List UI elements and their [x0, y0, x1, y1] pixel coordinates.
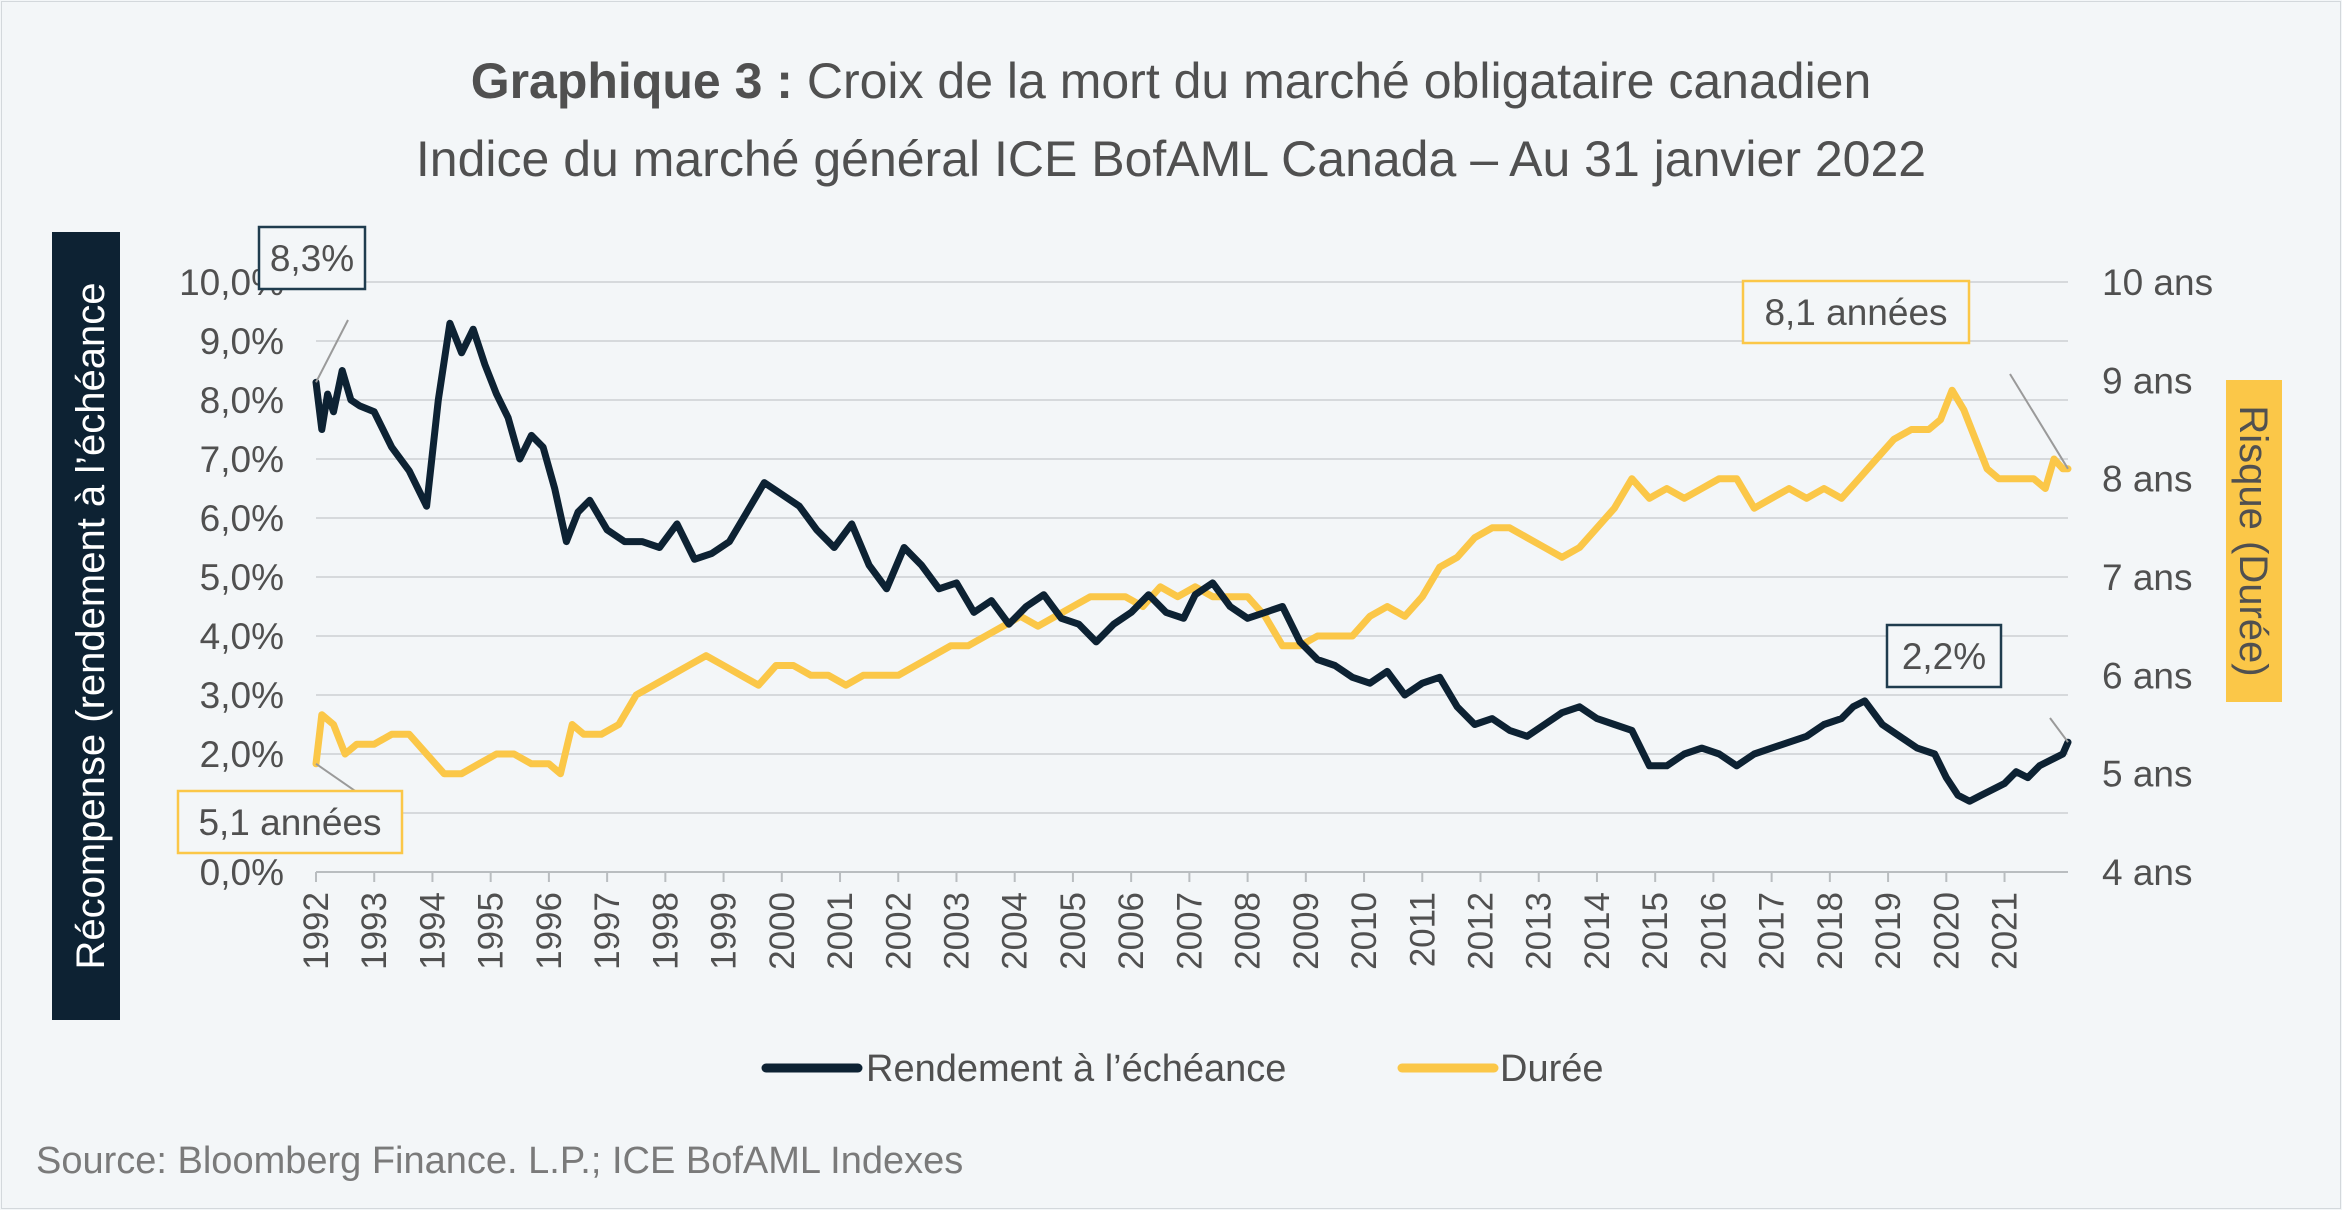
y-left-tick-label: 6,0%: [200, 498, 284, 539]
x-tick-label: 2008: [1229, 892, 1268, 970]
annotation-layer: 8,3% 5,1 années 8,1 années 2,2%: [176, 225, 2069, 855]
y-right-tick-label: 10 ans: [2102, 262, 2213, 303]
chart-subtitle: Indice du marché général ICE BofAML Cana…: [415, 131, 1927, 187]
y-right-tick-label: 4 ans: [2102, 852, 2193, 893]
x-tick-label: 1995: [472, 892, 511, 970]
legend-layer: Rendement à l’échéance Durée: [761, 1048, 1604, 1090]
axis-layer: 0,0%1,0%2,0%3,0%4,0%5,0%6,0%7,0%8,0%9,0%…: [52, 232, 2282, 1020]
legend-yield-label: Rendement à l’échéance: [866, 1048, 1286, 1090]
annotation-label: 5,1 années: [198, 802, 381, 843]
x-tick-label: 1999: [705, 892, 744, 970]
yield-series-line: [312, 319, 2072, 805]
annotation-box: [176, 789, 404, 855]
annotation-label: 8,1 années: [1764, 292, 1947, 333]
x-tick-label: 2005: [1054, 892, 1093, 970]
y-right-tick-label: 6 ans: [2102, 655, 2193, 696]
x-tick-label: 2021: [1986, 892, 2025, 970]
x-tick-label: 2017: [1753, 892, 1792, 970]
x-tick-label: 2013: [1520, 892, 1559, 970]
x-tick-label: 2019: [1869, 892, 1908, 970]
y-left-tick-label: 2,0%: [200, 734, 284, 775]
x-tick-label: 2014: [1578, 892, 1617, 970]
chart-title-label: Graphique 3 :: [470, 53, 793, 109]
y-left-tick-label: 0,0%: [200, 852, 284, 893]
x-tick-label: 2015: [1636, 892, 1675, 970]
x-tick-label: 1992: [297, 892, 336, 970]
y-left-title: Récompense (rendement à l’échéance: [69, 282, 113, 969]
source-note: Source: Bloomberg Finance. L.P.; ICE Bof…: [36, 1140, 964, 1182]
annotation-label: 2,2%: [1902, 636, 1986, 677]
annotation-leader: [315, 319, 349, 383]
annotation-box: [257, 225, 367, 291]
y-right-title-band: [2226, 380, 2282, 702]
x-tick-label: 2001: [821, 892, 860, 970]
x-tick-label: 1994: [413, 892, 452, 970]
x-tick-label: 1997: [588, 892, 627, 970]
grid-layer: [316, 281, 2068, 873]
y-left-tick-label: 3,0%: [200, 675, 284, 716]
y-right-tick-label: 7 ans: [2102, 557, 2193, 598]
x-tick-label: 2002: [879, 892, 918, 970]
x-tick-label: 2004: [996, 892, 1035, 970]
chart-title-text: Croix de la mort du marché obligataire c…: [792, 53, 1872, 109]
x-tick-label: 2000: [763, 892, 802, 970]
x-tick-label: 2006: [1112, 892, 1151, 970]
legend-duration-label: Durée: [1500, 1048, 1604, 1090]
x-tick-label: 1998: [646, 892, 685, 970]
y-left-tick-label: 7,0%: [200, 439, 284, 480]
x-tick-label: 2020: [1927, 892, 1966, 970]
annotation-label: 8,3%: [270, 238, 354, 279]
x-tick-label: 2007: [1170, 892, 1209, 970]
x-tick-label: 1996: [530, 892, 569, 970]
x-tick-label: 1993: [355, 892, 394, 970]
annotation-leader: [2009, 373, 2069, 470]
x-tick-label: 2003: [937, 892, 976, 970]
y-right-tick-label: 5 ans: [2102, 754, 2193, 795]
y-right-tick-label: 9 ans: [2102, 360, 2193, 401]
chart-title: Graphique 3 : Croix de la mort du marché…: [0, 52, 2342, 110]
y-right-tick-label: 8 ans: [2102, 459, 2193, 500]
annotation-leader: [2049, 717, 2069, 743]
y-left-tick-label: 5,0%: [200, 557, 284, 598]
x-tick-label: 2016: [1694, 892, 1733, 970]
x-tick-label: 2018: [1811, 892, 1850, 970]
y-left-tick-label: 8,0%: [200, 380, 284, 421]
duration-series-line: [312, 386, 2072, 778]
series-layer: [312, 319, 2072, 805]
annotation-box: [1885, 623, 2003, 689]
x-tick-label: 2009: [1287, 892, 1326, 970]
x-tick-label: 2012: [1462, 892, 1501, 970]
y-left-tick-label: 9,0%: [200, 321, 284, 362]
annotation-box: [1741, 279, 1971, 345]
y-left-title-band: [52, 232, 120, 1020]
y-right-title: Risque (Durée): [2231, 405, 2275, 676]
x-tick-label: 2010: [1345, 892, 1384, 970]
x-tick-label: 2011: [1403, 892, 1442, 967]
y-left-tick-label: 4,0%: [200, 616, 284, 657]
